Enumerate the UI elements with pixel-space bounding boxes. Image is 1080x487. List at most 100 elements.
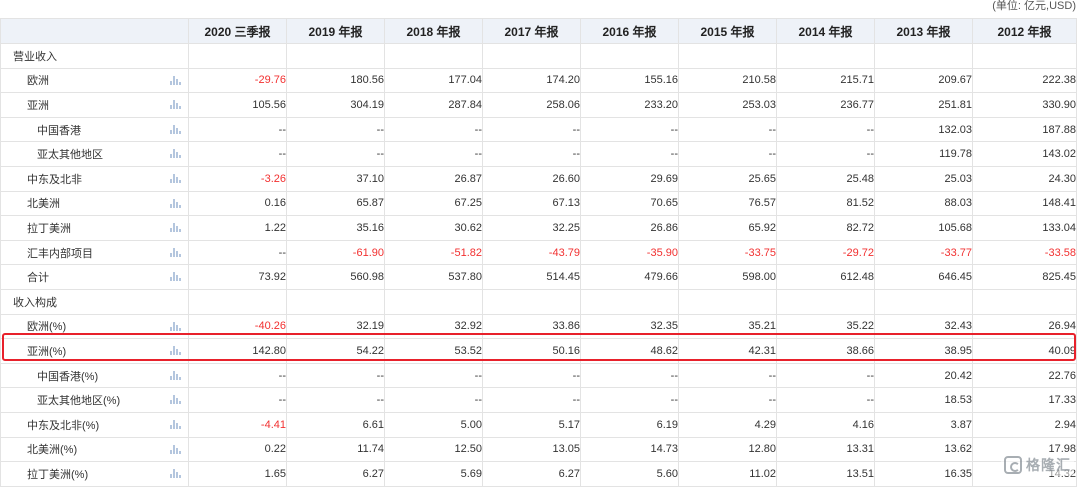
table-row: 北美洲(%) 0.22 11.74 12.50 13.05 14.73 12.80 13.31… (0, 436, 1077, 463)
value-cell: 537.80 (384, 264, 483, 290)
value-cell: 16.35 (874, 461, 973, 487)
bar-chart-icon[interactable] (170, 346, 181, 356)
column-header[interactable]: 2014 年报 (776, 18, 875, 44)
row-label: 中国香港(%) (0, 362, 189, 389)
value-cell: -- (384, 116, 483, 143)
bar-chart-icon[interactable] (170, 469, 181, 479)
bar-chart-icon[interactable] (170, 395, 181, 405)
bar-chart-icon[interactable] (170, 321, 181, 331)
column-header[interactable]: 2018 年报 (384, 18, 483, 44)
value-cell: 81.52 (776, 190, 875, 217)
value-cell: -- (580, 116, 679, 143)
column-header[interactable]: 2012 年报 (972, 18, 1077, 44)
value-cell: 54.22 (286, 338, 385, 364)
value-cell (776, 43, 875, 69)
column-header[interactable]: 2016 年报 (580, 18, 679, 44)
value-cell (776, 288, 875, 315)
value-cell: 598.00 (678, 264, 777, 290)
value-cell (678, 288, 777, 315)
table-row: 中国香港(%) -- -- -- -- -- -- -- 20.42 22.76 (0, 362, 1077, 389)
bar-chart-icon[interactable] (170, 247, 181, 257)
value-cell: -- (678, 141, 777, 167)
row-label-text: 收入构成 (13, 296, 57, 309)
value-cell: -51.82 (384, 239, 483, 266)
bar-chart-icon[interactable] (170, 198, 181, 208)
value-cell: -- (482, 141, 581, 167)
value-cell: 29.69 (580, 165, 679, 192)
bar-chart-icon[interactable] (170, 149, 181, 159)
value-cell: -- (776, 116, 875, 143)
value-cell: 48.62 (580, 338, 679, 364)
value-cell: 14.73 (580, 436, 679, 463)
value-cell: 26.94 (972, 313, 1077, 340)
row-label: 中东及北非 (0, 165, 189, 192)
column-header[interactable]: 2020 三季报 (188, 18, 287, 44)
value-cell: -35.90 (580, 239, 679, 266)
value-cell: -- (286, 116, 385, 143)
value-cell: 210.58 (678, 67, 777, 94)
table-row: 中国香港 -- -- -- -- -- -- -- 132.03 187.88 (0, 116, 1077, 143)
table-row: 北美洲 0.16 65.87 67.25 67.13 70.65 76.57 81.52 88.… (0, 190, 1077, 217)
value-cell: -- (188, 239, 287, 266)
value-cell: -- (188, 362, 287, 389)
bar-chart-icon[interactable] (170, 124, 181, 134)
table-row-highlighted: 亚洲(%) 142.80 54.22 53.52 50.16 48.62 42.31 38.6… (0, 338, 1077, 364)
column-header[interactable]: 2013 年报 (874, 18, 973, 44)
value-cell: 1.65 (188, 461, 287, 487)
value-cell: 26.60 (482, 165, 581, 192)
bar-chart-icon[interactable] (170, 272, 181, 282)
row-label-text: 中东及北非 (27, 173, 82, 186)
value-cell: 88.03 (874, 190, 973, 217)
value-cell: 13.62 (874, 436, 973, 463)
row-label: 拉丁美洲 (0, 215, 189, 241)
financial-table: 2020 三季报 2019 年报 2018 年报 2017 年报 2016 年报 2015… (0, 18, 1077, 487)
value-cell: -- (188, 141, 287, 167)
value-cell: -33.58 (972, 239, 1077, 266)
bar-chart-icon[interactable] (170, 370, 181, 380)
value-cell: 5.17 (482, 411, 581, 438)
value-cell: -- (678, 362, 777, 389)
value-cell: 258.06 (482, 92, 581, 118)
value-cell: 4.16 (776, 411, 875, 438)
column-header[interactable]: 2017 年报 (482, 18, 581, 44)
row-label: 北美洲 (0, 190, 189, 217)
value-cell: 50.16 (482, 338, 581, 364)
table-row: 拉丁美洲(%) 1.65 6.27 5.69 6.27 5.60 11.02 13.51 16.… (0, 461, 1077, 487)
value-cell: 187.88 (972, 116, 1077, 143)
value-cell: 38.95 (874, 338, 973, 364)
value-cell (188, 288, 287, 315)
bar-chart-icon[interactable] (170, 173, 181, 183)
value-cell: 38.66 (776, 338, 875, 364)
header-row: 2020 三季报 2019 年报 2018 年报 2017 年报 2016 年报 2015… (0, 18, 1077, 44)
value-cell: 119.78 (874, 141, 973, 167)
value-cell: 133.04 (972, 215, 1077, 241)
value-cell: 25.65 (678, 165, 777, 192)
value-cell: -- (776, 387, 875, 413)
row-label-text: 亚洲(%) (27, 345, 67, 358)
bar-chart-icon[interactable] (170, 444, 181, 454)
value-cell: -- (482, 116, 581, 143)
value-cell: 65.92 (678, 215, 777, 241)
row-label-text: 营业收入 (13, 50, 57, 63)
bar-chart-icon[interactable] (170, 100, 181, 110)
row-label-text: 中东及北非(%) (27, 419, 100, 432)
bar-chart-icon[interactable] (170, 223, 181, 233)
header-label-col (0, 18, 189, 44)
value-cell (482, 288, 581, 315)
value-cell: 25.03 (874, 165, 973, 192)
gelonghui-logo-icon (1004, 456, 1022, 474)
value-cell: 35.16 (286, 215, 385, 241)
value-cell: 82.72 (776, 215, 875, 241)
bar-chart-icon[interactable] (170, 419, 181, 429)
value-cell: 4.29 (678, 411, 777, 438)
section-header-row: 收入构成 (0, 288, 1077, 315)
column-header[interactable]: 2015 年报 (678, 18, 777, 44)
table-row: 中东及北非(%) -4.41 6.61 5.00 5.17 6.19 4.29 4.16 3.8… (0, 411, 1077, 438)
value-cell: 0.22 (188, 436, 287, 463)
row-label-text: 亚太其他地区(%) (37, 395, 121, 408)
row-label-text: 合计 (27, 272, 49, 285)
value-cell: -61.90 (286, 239, 385, 266)
bar-chart-icon[interactable] (170, 75, 181, 85)
value-cell: 25.48 (776, 165, 875, 192)
column-header[interactable]: 2019 年报 (286, 18, 385, 44)
